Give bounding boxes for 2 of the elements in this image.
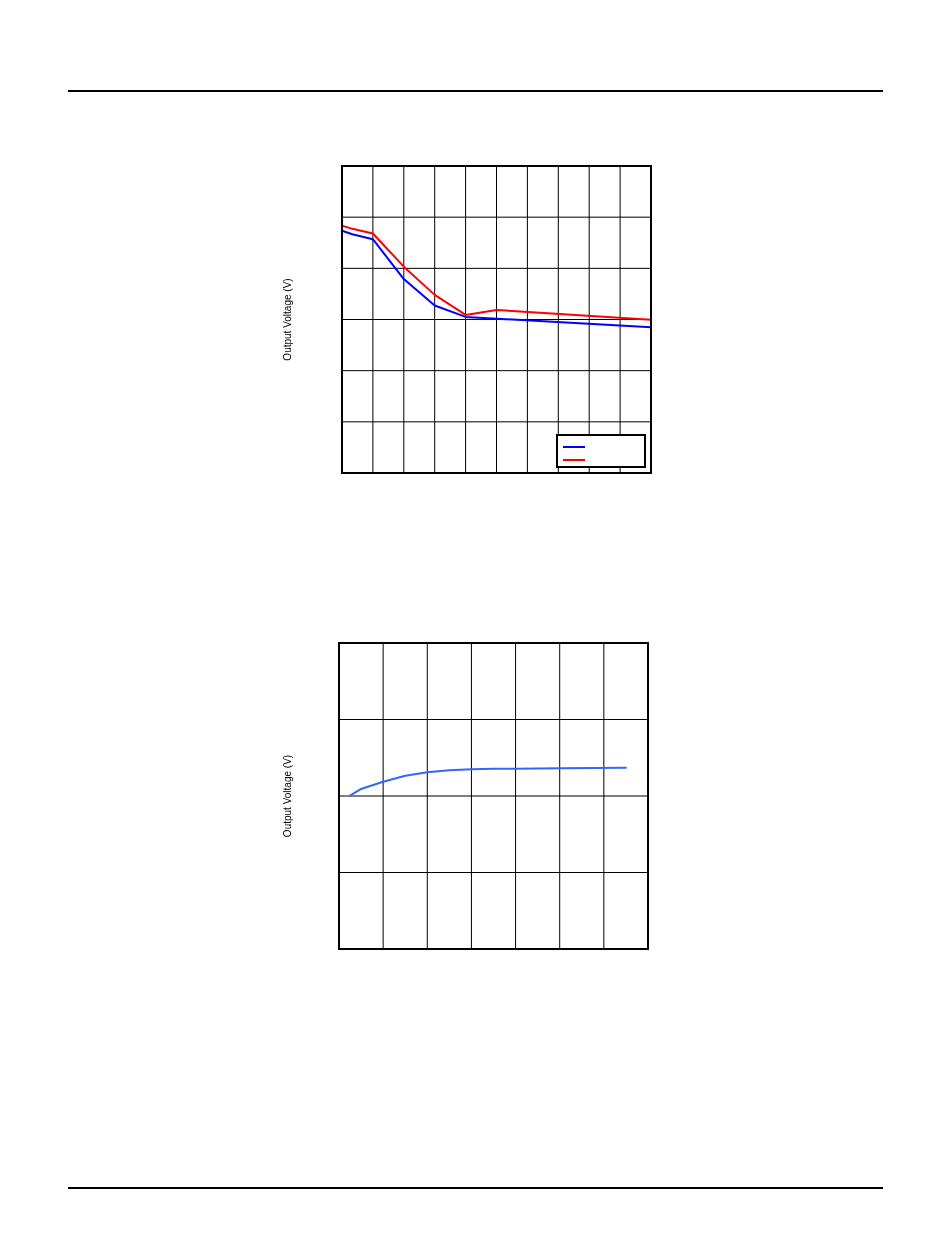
y-axis-title: Output Voltage (V) (281, 278, 293, 361)
y-axis-title: Output Voltage (V) (281, 754, 293, 838)
